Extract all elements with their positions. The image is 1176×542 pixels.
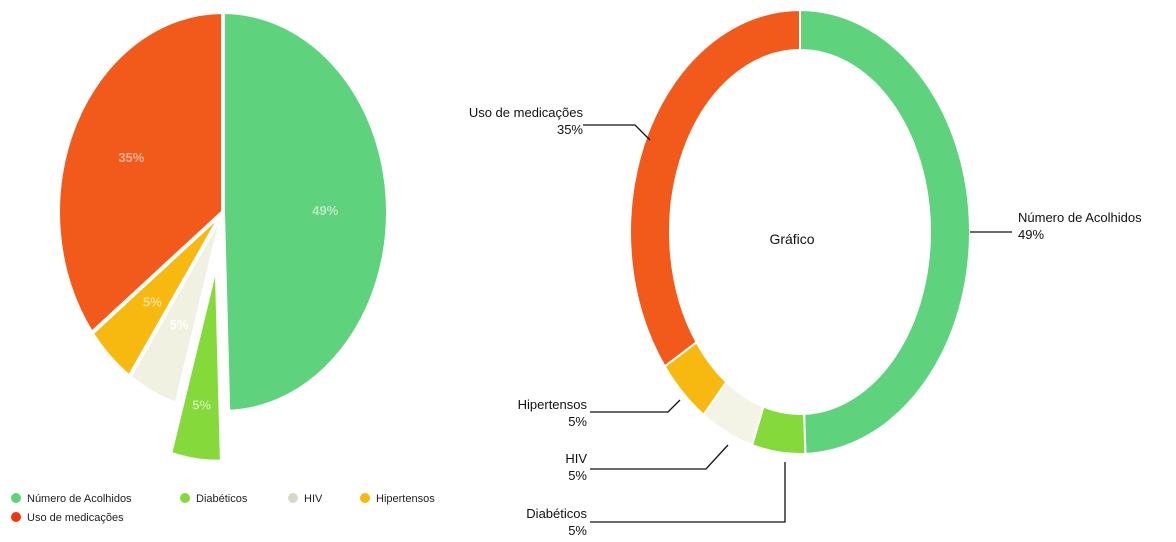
callout-name-hipertensos: Hipertensos [518, 397, 588, 412]
legend-label-numero-de-acolhidos: Número de Acolhidos [27, 493, 132, 505]
callout-value-diabeticos: 5% [568, 523, 587, 538]
pie-slice-label-uso-de-medicacoes: 35% [118, 150, 144, 165]
callout-value-numero-de-acolhidos: 49% [1018, 227, 1044, 242]
callout-value-hipertensos: 5% [568, 414, 587, 429]
donut-callouts: Número de Acolhidos 49% Diabéticos 5% HIV 5% H… [469, 105, 1142, 538]
legend-label-uso-de-medicacoes: Uso de medicações [27, 512, 124, 524]
pie-slice-label-hiv: 5% [170, 317, 189, 332]
callout-name-numero-de-acolhidos: Número de Acolhidos [1018, 210, 1142, 225]
pie-slice-uso-de-medicacoes [56, 9, 225, 337]
callout-name-hiv: HIV [565, 451, 587, 466]
legend-marker-hipertensos [360, 493, 370, 503]
donut-slice-uso-de-medicacoes [629, 8, 801, 368]
callout-name-diabeticos: Diabéticos [526, 506, 587, 521]
pie-slice-label-hipertensos: 5% [143, 295, 162, 310]
legend-label-hiv: HIV [304, 493, 323, 505]
legend-label-hipertensos: Hipertensos [376, 493, 435, 505]
leader-line-hiv [590, 444, 729, 470]
pie-slice-label-diabeticos: 5% [192, 397, 211, 412]
pie-slice-diabeticos [167, 261, 224, 464]
legend-marker-hiv [288, 493, 298, 503]
leader-line-diabeticos [590, 462, 786, 523]
callout-name-uso-de-medicacoes: Uso de medicações [469, 105, 584, 120]
legend-label-diabeticos: Diabéticos [196, 493, 248, 505]
exploded-pie-chart: 49% 5% 5% 5% 35% [56, 9, 390, 464]
donut-chart: Gráfico [629, 8, 971, 455]
legend-marker-diabeticos [180, 493, 190, 503]
legend-marker-numero-de-acolhidos [11, 493, 21, 503]
callout-value-uso-de-medicacoes: 35% [557, 122, 583, 137]
leader-line-hipertensos [590, 399, 681, 413]
leader-line-uso-de-medicacoes [583, 124, 651, 141]
legend-marker-uso-de-medicacoes [11, 512, 21, 522]
pie-legend: Número de Acolhidos Diabéticos HIV Hiperten… [11, 493, 435, 524]
pie-slice-label-numero-de-acolhidos: 49% [312, 203, 338, 218]
pie-slice-numero-de-acolhidos [221, 9, 390, 414]
donut-center-label: Gráfico [769, 231, 814, 247]
callout-value-hiv: 5% [568, 468, 587, 483]
donut-slice-numero-de-acolhidos [799, 8, 971, 455]
